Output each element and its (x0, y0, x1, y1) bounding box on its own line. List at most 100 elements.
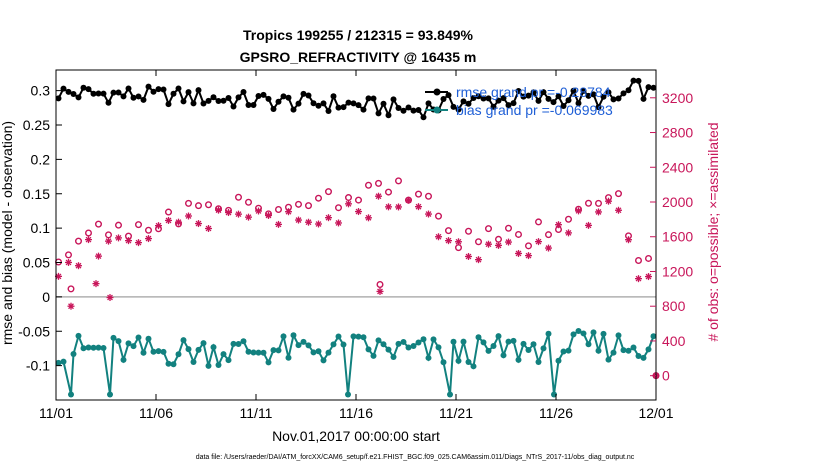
bias-point (635, 353, 642, 360)
rmse-point (615, 95, 622, 102)
bias-point (110, 334, 117, 341)
obs-possible-point (144, 226, 152, 234)
rmse-point (610, 96, 617, 103)
bias-point (447, 391, 453, 398)
obs-assimilated-point (285, 208, 292, 216)
x-axis-label: Nov.01,2017 00:00:00 start (272, 428, 440, 444)
bias-point (620, 347, 627, 354)
obs-assimilated-point (365, 214, 372, 222)
obs-assimilated-point (635, 275, 642, 283)
rmse-point (560, 103, 567, 110)
rmse-point (175, 85, 182, 92)
bias-point (490, 342, 497, 349)
bias-point (345, 391, 351, 398)
obs-assimilated-point (245, 213, 252, 221)
rmse-point (370, 95, 377, 102)
bias-point (425, 354, 432, 361)
bias-point (610, 349, 617, 356)
bias-point (570, 331, 577, 338)
obs-assimilated-point (65, 258, 72, 266)
rmse-point (225, 95, 232, 102)
bias-point (630, 344, 637, 351)
bias-point (165, 360, 172, 367)
obs-possible-point (194, 202, 202, 210)
rmse-point (530, 89, 537, 96)
y2-tick-label: 1200 (662, 263, 693, 279)
obs-possible-point (565, 215, 573, 223)
obs-possible-point (305, 202, 313, 210)
obs-assimilated-point (575, 207, 582, 215)
bias-point (75, 332, 82, 339)
obs-possible-point (365, 181, 373, 189)
bias-point (400, 338, 407, 345)
bias-point (95, 344, 102, 351)
y-tick-label: 0.1 (31, 220, 51, 236)
x-tick-label: 11/21 (439, 405, 473, 421)
bias-point (560, 348, 567, 355)
rmse-point (630, 77, 637, 84)
bias-point (615, 332, 622, 339)
obs-possible-point (525, 242, 533, 250)
bias-point (435, 344, 442, 351)
rmse-point (540, 89, 547, 96)
bias-point (55, 359, 62, 366)
rmse-point (545, 95, 552, 102)
rmse-point (495, 97, 502, 104)
bias-point (575, 328, 582, 335)
bias-point (275, 347, 282, 354)
bias-point (315, 348, 322, 355)
rmse-point (155, 86, 162, 93)
rmse-point (595, 104, 602, 111)
y-axis-label: rmse and bias (model - observation) (0, 121, 15, 345)
obs-assimilated-point (565, 229, 572, 237)
legend: rmse grand pr =-0.28784 bias grand pr =-… (425, 84, 613, 118)
rmse-point (335, 104, 342, 111)
rmse-point (305, 92, 312, 99)
x-tick-label: 11/01 (39, 405, 73, 421)
bias-point (530, 341, 537, 348)
bias-point (145, 335, 152, 342)
obs-possible-point (465, 227, 473, 235)
rmse-point (105, 99, 112, 106)
bias-point (410, 343, 417, 350)
rmse-point (70, 90, 77, 97)
bias-point (650, 333, 657, 340)
obs-assimilated-point (645, 273, 652, 281)
rmse-point (85, 86, 92, 93)
rmse-point (285, 94, 292, 101)
obs-assimilated-point (325, 214, 332, 222)
rmse-point (600, 93, 607, 100)
bias-point (540, 345, 547, 352)
bias-point (405, 344, 412, 351)
bias-point (535, 359, 542, 366)
obs-assimilated-point (305, 218, 312, 226)
obs-possible-point (335, 204, 343, 212)
y2-axis-label: # of obs: o=possible; ×=assimilated (705, 122, 721, 341)
obs-assimilated-point (295, 216, 302, 224)
bias-point (370, 352, 377, 359)
bias-point (295, 342, 302, 349)
obs-assimilated-point (345, 200, 352, 208)
bias-point (455, 357, 462, 364)
obs-possible-point (395, 177, 403, 185)
bias-point (220, 351, 227, 358)
obs-assimilated-point (255, 207, 262, 215)
rmse-point (510, 100, 517, 107)
chart-subtitle: GPSRO_REFRACTIVITY @ 16435 m (240, 49, 477, 65)
obs-assimilated-point (275, 220, 282, 228)
bias-point (107, 391, 113, 398)
bias-point (355, 333, 362, 340)
rmse-point (115, 89, 122, 96)
bias-point (155, 348, 162, 355)
bias-point (280, 333, 287, 340)
y-tick-label: -0.05 (18, 323, 50, 339)
rmse-point (565, 97, 572, 104)
bias-point (125, 340, 132, 347)
obs-possible-point (184, 199, 192, 207)
rmse-point (450, 103, 457, 110)
bias-point (90, 344, 97, 351)
bias-point (555, 357, 562, 364)
bias-point (270, 347, 277, 354)
obs-assimilated-point (395, 203, 402, 211)
obs-possible-point (315, 194, 323, 202)
